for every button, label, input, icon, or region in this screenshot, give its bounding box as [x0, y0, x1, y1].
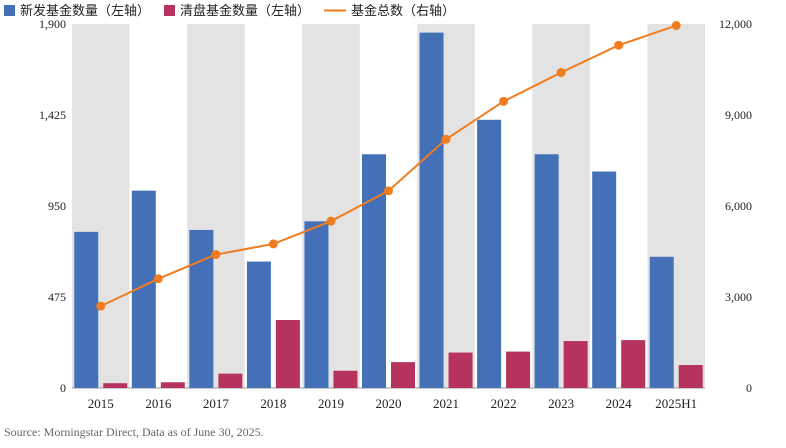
total-funds-point: [96, 301, 106, 311]
x-tick-label: 2015: [88, 396, 114, 411]
right-y-axis-ticks: 0 3,000 6,000 9,000 12,000: [719, 17, 752, 395]
total-funds-point: [211, 250, 221, 260]
total-funds-point: [326, 216, 336, 226]
x-tick-label: 2022: [491, 396, 517, 411]
left-y-tick-label: 1,900: [39, 17, 66, 31]
x-tick-label: 2025H1: [655, 396, 697, 411]
new-fund-bar: [592, 171, 617, 388]
x-tick-label: 2019: [318, 396, 344, 411]
source-note: Source: Morningstar Direct, Data as of J…: [4, 425, 264, 439]
legend-swatch: [4, 5, 15, 16]
new-fund-bar: [189, 229, 214, 388]
liquidated-fund-bar: [391, 362, 415, 388]
x-tick-label: 2017: [203, 396, 230, 411]
bars-group: [74, 32, 703, 388]
x-tick-label: 2018: [260, 396, 286, 411]
left-y-axis-ticks: 0 475 950 1,425 1,900: [39, 17, 66, 395]
legend-swatch: [164, 5, 176, 16]
liquidated-fund-bar: [275, 319, 300, 388]
total-funds-point: [556, 68, 566, 78]
total-funds-point: [499, 96, 509, 106]
liquidated-fund-bar: [621, 340, 646, 388]
total-funds-point: [384, 186, 393, 196]
total-funds-point: [614, 40, 624, 50]
new-fund-bar: [246, 261, 271, 388]
x-tick-label: 2023: [548, 396, 574, 411]
x-tick-label: 2021: [433, 396, 459, 411]
liquidated-fund-bar: [103, 383, 128, 388]
left-y-tick-label: 1,425: [39, 108, 66, 122]
liquidated-fund-bar: [678, 365, 703, 388]
total-funds-point: [441, 134, 451, 144]
left-y-tick-label: 950: [48, 199, 66, 213]
new-fund-bar: [304, 221, 329, 388]
legend-label: 清盘基金数量（左轴）: [180, 3, 310, 19]
right-y-tick-label: 6,000: [725, 199, 752, 213]
new-fund-bar: [477, 119, 502, 388]
x-axis-ticks: 2015 2016 2017 2018 2019 2020 2021 2022 2023 2024…: [88, 396, 697, 411]
liquidated-fund-bar: [218, 373, 243, 388]
x-tick-label: 2020: [376, 396, 402, 411]
liquidated-fund-bar: [506, 351, 531, 388]
right-y-tick-label: 3,000: [725, 290, 752, 304]
legend-label: 基金总数（右轴）: [351, 3, 455, 19]
new-fund-bar: [362, 154, 386, 388]
liquidated-fund-bar: [160, 382, 185, 388]
total-funds-point: [268, 239, 278, 249]
legend: 新发基金数量（左轴） 清盘基金数量（左轴） 基金总数（右轴）: [4, 3, 455, 19]
total-funds-point: [671, 21, 681, 31]
liquidated-fund-bar: [448, 352, 473, 388]
left-y-tick-label: 0: [60, 381, 66, 395]
right-y-tick-label: 9,000: [725, 108, 752, 122]
x-tick-label: 2016: [145, 396, 172, 411]
combo-chart: 0 475 950 1,425 1,900 0 3,000 6,000 9,000 12,000…: [4, 3, 752, 411]
new-fund-bar: [419, 32, 444, 388]
line-series-group: [96, 21, 681, 311]
legend-label: 新发基金数量（左轴）: [20, 3, 150, 19]
liquidated-fund-bar: [333, 370, 358, 388]
right-y-tick-label: 0: [746, 381, 752, 395]
new-fund-bar: [74, 231, 99, 388]
liquidated-fund-bar: [563, 341, 588, 388]
new-fund-bar: [649, 256, 674, 388]
left-y-tick-label: 475: [48, 290, 66, 304]
x-tick-label: 2024: [606, 396, 633, 411]
total-funds-point: [153, 274, 163, 284]
new-fund-bar: [534, 154, 559, 388]
right-y-tick-label: 12,000: [719, 17, 752, 31]
